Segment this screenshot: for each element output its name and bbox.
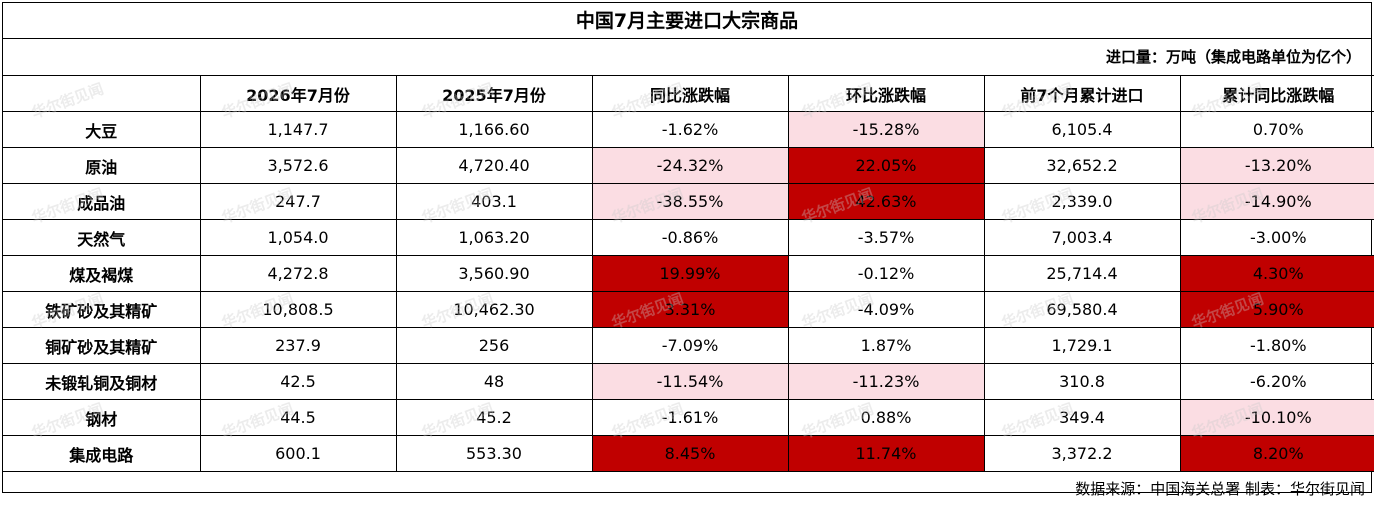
table-cell: 42.5 xyxy=(199,363,397,400)
table-cell: -11.54% xyxy=(591,363,789,400)
row-label: 成品油 xyxy=(3,183,201,220)
table-cell: 42.63% xyxy=(787,183,985,220)
table-row: 煤及褐煤 4,272.8 3,560.90 19.99% -0.12% 25,714.4 4… xyxy=(3,255,1374,292)
table-cell: -13.20% xyxy=(1179,147,1374,184)
source-note: 数据来源：中国海关总署 制表：华尔街见闻 xyxy=(1075,480,1365,498)
table-cell: -3.00% xyxy=(1179,219,1374,256)
table-row: 钢材 44.5 45.2 -1.61% 0.88% 349.4 -10.10% xyxy=(3,399,1374,436)
table-cell: 69,580.4 xyxy=(983,291,1181,328)
header-cell: 2025年7月份 xyxy=(395,75,593,112)
table-cell: 10,808.5 xyxy=(199,291,397,328)
table-cell: 0.70% xyxy=(1179,111,1374,148)
table-cell: 3,372.2 xyxy=(983,435,1181,472)
table-cell: 1,147.7 xyxy=(199,111,397,148)
table-cell: -10.10% xyxy=(1179,399,1374,436)
table-cell: 6,105.4 xyxy=(983,111,1181,148)
header-cell: 环比涨跌幅 xyxy=(787,75,985,112)
row-label: 铜矿砂及其精矿 xyxy=(3,327,201,364)
row-label: 铁矿砂及其精矿 xyxy=(3,291,201,328)
header-cell: 同比涨跌幅 xyxy=(591,75,789,112)
table-cell: 3.31% xyxy=(591,291,789,328)
table-cell: 4.30% xyxy=(1179,255,1374,292)
table-row: 原油 3,572.6 4,720.40 -24.32% 22.05% 32,652.2 -1… xyxy=(3,147,1374,184)
table-cell: 19.99% xyxy=(591,255,789,292)
table-cell: -3.57% xyxy=(787,219,985,256)
table-cell: -1.61% xyxy=(591,399,789,436)
table-cell: 5.90% xyxy=(1179,291,1374,328)
table-cell: 1.87% xyxy=(787,327,985,364)
table-cell: 247.7 xyxy=(199,183,397,220)
table-cell: 7,003.4 xyxy=(983,219,1181,256)
table-cell: -38.55% xyxy=(591,183,789,220)
table-row: 未锻轧铜及铜材 42.5 48 -11.54% -11.23% 310.8 -6.20% xyxy=(3,363,1374,400)
table-cell: 600.1 xyxy=(199,435,397,472)
row-label: 原油 xyxy=(3,147,201,184)
table-cell: 32,652.2 xyxy=(983,147,1181,184)
table-cell: 310.8 xyxy=(983,363,1181,400)
table-cell: -14.90% xyxy=(1179,183,1374,220)
table-title: 中国7月主要进口大宗商品 xyxy=(3,3,1371,39)
header-cell: 累计同比涨跌幅 xyxy=(1179,75,1374,112)
table-cell: 22.05% xyxy=(787,147,985,184)
table-cell: 349.4 xyxy=(983,399,1181,436)
table-cell: 11.74% xyxy=(787,435,985,472)
table-cell: -6.20% xyxy=(1179,363,1374,400)
header-cell: 前7个月累计进口 xyxy=(983,75,1181,112)
table-cell: 1,054.0 xyxy=(199,219,397,256)
table-row: 集成电路 600.1 553.30 8.45% 11.74% 3,372.2 8.20% xyxy=(3,435,1374,472)
table-row: 天然气 1,054.0 1,063.20 -0.86% -3.57% 7,003.4 -3.… xyxy=(3,219,1374,256)
table-cell: 8.20% xyxy=(1179,435,1374,472)
table-cell: -1.80% xyxy=(1179,327,1374,364)
table-cell: 237.9 xyxy=(199,327,397,364)
table-row: 成品油 247.7 403.1 -38.55% 42.63% 2,339.0 -14.90% xyxy=(3,183,1374,220)
row-label: 钢材 xyxy=(3,399,201,436)
table-cell: 10,462.30 xyxy=(395,291,593,328)
row-label: 集成电路 xyxy=(3,435,201,472)
table-cell: 1,729.1 xyxy=(983,327,1181,364)
table-cell: -11.23% xyxy=(787,363,985,400)
row-label: 天然气 xyxy=(3,219,201,256)
header-cell-blank xyxy=(3,75,201,112)
unit-note: 进口量：万吨（集成电路单位为亿个） xyxy=(1105,48,1361,66)
import-table: 2026年7月份 2025年7月份 同比涨跌幅 环比涨跌幅 前7个月累计进口 累… xyxy=(3,75,1374,472)
table-body: 大豆 1,147.7 1,166.60 -1.62% -15.28% 6,105.4 0.7… xyxy=(3,111,1374,472)
table-cell: 553.30 xyxy=(395,435,593,472)
row-label: 未锻轧铜及铜材 xyxy=(3,363,201,400)
table-cell: -24.32% xyxy=(591,147,789,184)
table-row: 铜矿砂及其精矿 237.9 256 -7.09% 1.87% 1,729.1 -1.80% xyxy=(3,327,1374,364)
table-cell: 256 xyxy=(395,327,593,364)
table-cell: 45.2 xyxy=(395,399,593,436)
table-frame: 中国7月主要进口大宗商品 进口量：万吨（集成电路单位为亿个） 2026年7月份 … xyxy=(2,2,1374,498)
row-label: 煤及褐煤 xyxy=(3,255,201,292)
table-cell: 25,714.4 xyxy=(983,255,1181,292)
table-cell: 403.1 xyxy=(395,183,593,220)
table-cell: -0.86% xyxy=(591,219,789,256)
table-cell: 1,166.60 xyxy=(395,111,593,148)
header-row: 2026年7月份 2025年7月份 同比涨跌幅 环比涨跌幅 前7个月累计进口 累… xyxy=(3,75,1374,112)
table-row: 铁矿砂及其精矿 10,808.5 10,462.30 3.31% -4.09% 69,58… xyxy=(3,291,1374,328)
table-cell: -4.09% xyxy=(787,291,985,328)
table-cell: 48 xyxy=(395,363,593,400)
table-cell: 3,572.6 xyxy=(199,147,397,184)
table-cell: 1,063.20 xyxy=(395,219,593,256)
row-label: 大豆 xyxy=(3,111,201,148)
header-cell: 2026年7月份 xyxy=(199,75,397,112)
table-cell: 2,339.0 xyxy=(983,183,1181,220)
table-cell: 0.88% xyxy=(787,399,985,436)
table-cell: 4,272.8 xyxy=(199,255,397,292)
table-cell: 3,560.90 xyxy=(395,255,593,292)
table-cell: 4,720.40 xyxy=(395,147,593,184)
table-cell: -7.09% xyxy=(591,327,789,364)
table-cell: 44.5 xyxy=(199,399,397,436)
table-cell: -15.28% xyxy=(787,111,985,148)
table-cell: -0.12% xyxy=(787,255,985,292)
table-cell: 8.45% xyxy=(591,435,789,472)
table-cell: -1.62% xyxy=(591,111,789,148)
table-row: 大豆 1,147.7 1,166.60 -1.62% -15.28% 6,105.4 0.7… xyxy=(3,111,1374,148)
